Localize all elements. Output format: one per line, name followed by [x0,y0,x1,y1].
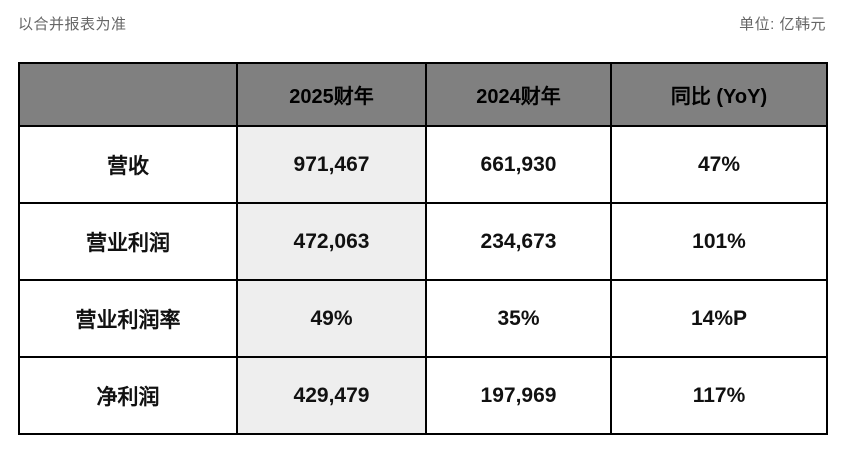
cell-fy2025: 472,063 [236,202,427,281]
table-row-revenue: 营收 971,467 661,930 47% [18,125,828,204]
header-cell-yoy: 同比 (YoY) [610,62,828,127]
cell-yoy: 101% [610,202,828,281]
table-caption-bar: 以合并报表为准 单位: 亿韩元 [18,13,826,34]
cell-yoy: 47% [610,125,828,204]
cell-yoy: 14%P [610,279,828,358]
row-label: 净利润 [18,356,238,435]
cell-fy2025: 49% [236,279,427,358]
row-label: 营业利润 [18,202,238,281]
cell-fy2024: 197,969 [425,356,612,435]
cell-fy2025: 429,479 [236,356,427,435]
header-cell-fy2025: 2025财年 [236,62,427,127]
cell-fy2025: 971,467 [236,125,427,204]
table-row-net-profit: 净利润 429,479 197,969 117% [18,356,828,435]
cell-fy2024: 661,930 [425,125,612,204]
caption-unit: 单位: 亿韩元 [739,16,826,33]
table-row-operating-profit: 营业利润 472,063 234,673 101% [18,202,828,281]
header-cell-metric [18,62,238,127]
row-label: 营业利润率 [18,279,238,358]
cell-fy2024: 35% [425,279,612,358]
cell-fy2024: 234,673 [425,202,612,281]
cell-yoy: 117% [610,356,828,435]
table-row-operating-margin: 营业利润率 49% 35% 14%P [18,279,828,358]
header-cell-fy2024: 2024财年 [425,62,612,127]
row-label: 营收 [18,125,238,204]
header-row: 2025财年 2024财年 同比 (YoY) [18,62,828,127]
financial-results-table: 2025财年 2024财年 同比 (YoY) 营收 971,467 661,93… [18,62,828,435]
caption-note: 以合并报表为准 [18,16,127,33]
